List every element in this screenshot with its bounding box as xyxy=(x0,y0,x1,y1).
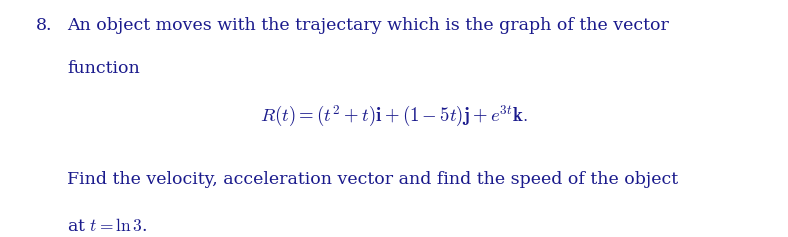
Text: Find the velocity, acceleration vector and find the speed of the object: Find the velocity, acceleration vector a… xyxy=(67,171,678,188)
Text: at $t = \ln 3$.: at $t = \ln 3$. xyxy=(67,218,147,235)
Text: An object moves with the trajectary which is the graph of the vector: An object moves with the trajectary whic… xyxy=(67,17,669,34)
Text: $R(t) = (t^{2} + t)\mathbf{i} + (1 - 5t)\mathbf{j} + e^{3t}\mathbf{k}.$: $R(t) = (t^{2} + t)\mathbf{i} + (1 - 5t)… xyxy=(260,104,528,129)
Text: 8.: 8. xyxy=(35,17,52,34)
Text: function: function xyxy=(67,60,139,77)
